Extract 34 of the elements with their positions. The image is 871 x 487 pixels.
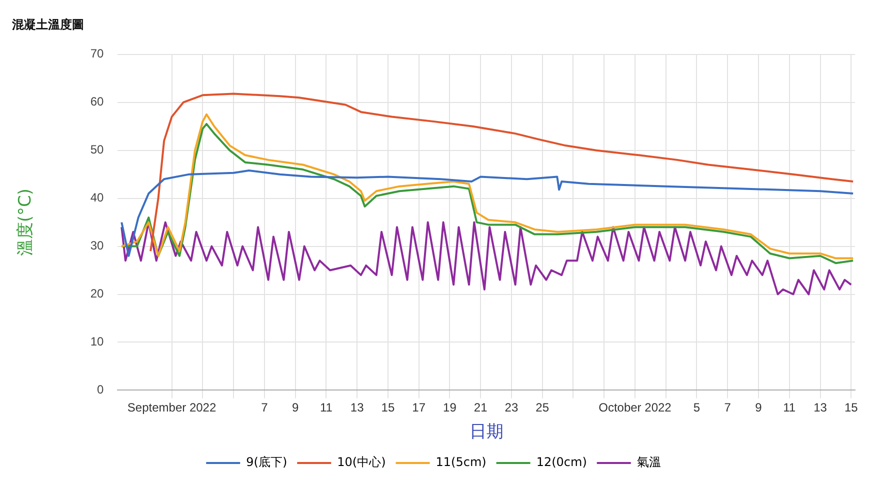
y-tick-label: 20 [90, 286, 104, 301]
x-tick-label: 9 [755, 400, 762, 415]
legend-label: 氣溫 [636, 455, 661, 470]
x-tick-label: 15 [381, 400, 395, 415]
y-tick-label: 0 [97, 382, 104, 397]
y-tick-label: 30 [90, 238, 104, 253]
x-tick-label: September 2022 [127, 400, 216, 415]
x-tick-label: 11 [320, 400, 333, 415]
x-tick-label: 17 [412, 400, 426, 415]
x-tick-label: October 2022 [598, 400, 672, 415]
x-axis-title: 日期 [469, 422, 504, 442]
x-tick-label: 23 [504, 400, 518, 415]
y-tick-label: 50 [90, 142, 104, 157]
x-tick-label: 7 [261, 400, 268, 415]
legend-label: 12(0cm) [536, 455, 587, 470]
legend-label: 11(5cm) [436, 455, 486, 470]
x-tick-label: 19 [443, 400, 457, 415]
x-tick-label: 9 [292, 400, 299, 415]
y-tick-label: 10 [90, 334, 104, 349]
legend-label: 10(中心) [337, 455, 386, 470]
x-tick-label: 7 [724, 400, 732, 415]
y-axis-title: 溫度(°C) [16, 188, 36, 256]
chart-title: 混凝土溫度圖 [11, 17, 84, 32]
y-tick-label: 70 [90, 46, 104, 61]
x-tick-label: 13 [350, 400, 364, 415]
x-tick-label: 21 [474, 400, 488, 415]
y-tick-label: 60 [90, 94, 104, 109]
x-tick-label: 25 [536, 400, 550, 415]
x-tick-label: 11 [783, 400, 796, 415]
x-tick-label: 13 [814, 400, 828, 415]
legend-label: 9(底下) [246, 455, 288, 470]
x-tick-label: 5 [693, 400, 700, 415]
y-tick-label: 40 [90, 190, 104, 205]
x-tick-label: 15 [844, 400, 858, 415]
